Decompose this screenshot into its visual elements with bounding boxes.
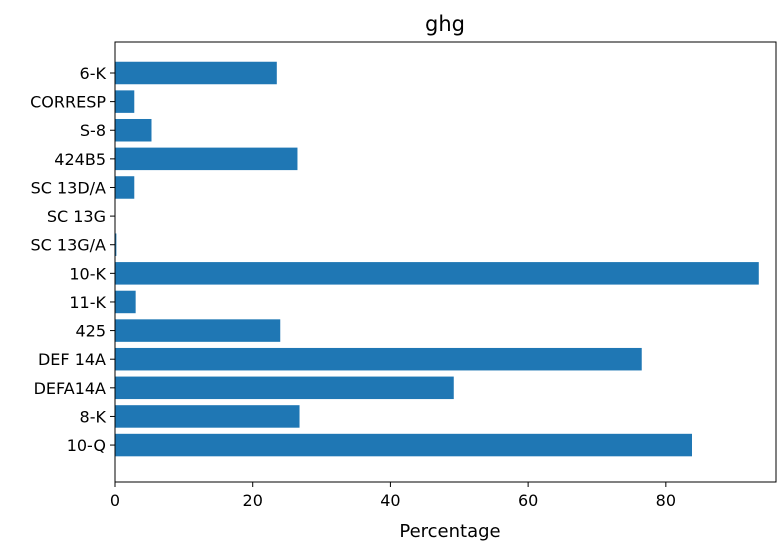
y-tick-label: SC 13D/A	[31, 178, 106, 197]
y-tick-label: DEFA14A	[34, 379, 106, 398]
x-tick-label: 40	[380, 491, 400, 510]
bar-425	[115, 319, 281, 342]
bar-8-k	[115, 405, 300, 428]
bar-11-k	[115, 290, 136, 314]
x-tick-label: 80	[656, 491, 676, 510]
y-tick-label: 6-K	[80, 64, 107, 83]
bars-layer	[115, 61, 759, 457]
bar-sc-13d-a	[115, 176, 135, 199]
bar-sc-13g-a	[115, 233, 117, 256]
y-tick-label: 8-K	[80, 407, 107, 426]
y-tick-label: CORRESP	[30, 93, 106, 112]
y-tick-label: DEF 14A	[38, 350, 106, 369]
y-tick-label: 10-K	[69, 264, 106, 283]
y-tick-label: SC 13G/A	[30, 236, 106, 255]
bar-defa14a	[115, 376, 454, 400]
x-tick-label: 60	[518, 491, 538, 510]
y-tick-label: 11-K	[69, 293, 106, 312]
y-tick-label: 425	[75, 322, 106, 341]
y-tick-label: 424B5	[54, 150, 106, 169]
bar-corresp	[115, 90, 135, 113]
bar-6-k	[115, 61, 277, 85]
y-axis-ticks: 6-K CORRESP S-8 424B5 SC 13D/A SC 13G SC 13G/A…	[30, 64, 115, 455]
bar-def-14a	[115, 347, 642, 371]
chart-title: ghg	[425, 12, 465, 36]
x-tick-label: 20	[243, 491, 263, 510]
y-tick-label: SC 13G	[47, 207, 106, 226]
y-tick-label: 10-Q	[67, 436, 106, 455]
bar-10-q	[115, 433, 692, 457]
bar-424b5	[115, 147, 298, 171]
x-axis-label: Percentage	[399, 521, 500, 542]
bar-10-k	[115, 262, 759, 285]
y-tick-label: S-8	[80, 121, 106, 140]
bar-s-8	[115, 118, 152, 142]
x-axis-ticks: 0 20 40 60 80	[110, 482, 676, 510]
plot-frame	[114, 41, 777, 483]
x-tick-label: 0	[110, 491, 120, 510]
